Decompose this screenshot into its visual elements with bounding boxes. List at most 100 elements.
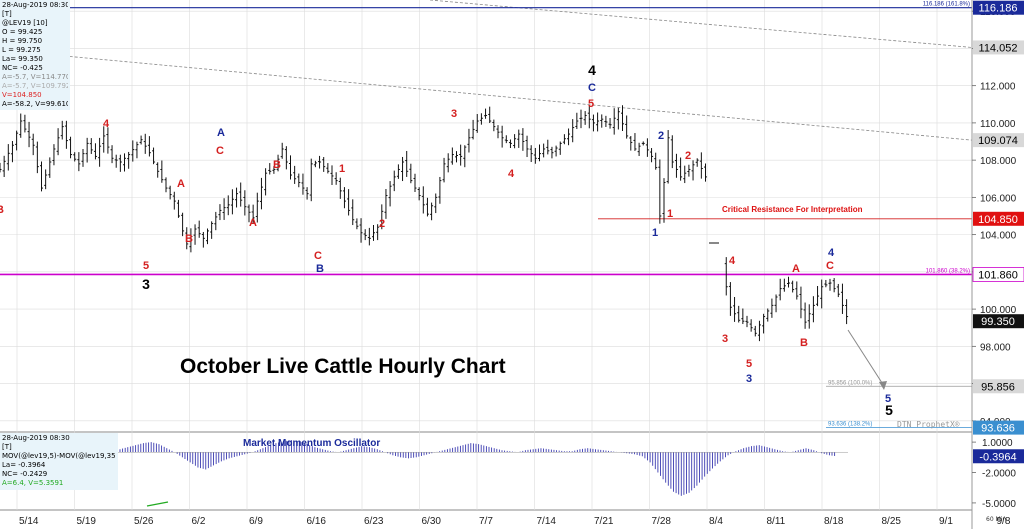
info-net-change: NC= -0.425 (2, 64, 43, 72)
ohlc-bar (293, 165, 297, 184)
ohlc-bar (807, 304, 811, 329)
wave-label: 2 (379, 218, 385, 230)
ohlc-bar (836, 283, 840, 298)
ohlc-bar (409, 163, 413, 184)
ohlc-bar (31, 133, 35, 156)
y-tick-label: 104.000 (980, 231, 1017, 242)
x-tick-label: 5/19 (77, 516, 97, 527)
price-box (973, 379, 1024, 394)
ohlc-bar (201, 231, 205, 248)
price-box-label: 93.636 (981, 423, 1015, 435)
ohlc-bar (591, 114, 595, 132)
ohlc-bar (471, 119, 475, 140)
ohlc-bar (811, 296, 815, 323)
ohlc-bar (106, 127, 110, 154)
ohlc-bar (496, 125, 500, 139)
ohlc-bar (152, 147, 156, 165)
osc-tick-label: -2.0000 (982, 469, 1016, 480)
ohlc-bar (268, 163, 272, 175)
x-tick-label: 7/28 (652, 516, 672, 527)
ohlc-bar (641, 141, 645, 146)
ohlc-bar (255, 192, 259, 223)
ohlc-bar (405, 150, 409, 177)
ohlc-bar (342, 187, 346, 209)
ohlc-bar (459, 144, 463, 166)
ohlc-bar (322, 157, 326, 172)
ohlc-bar (571, 119, 575, 143)
ohlc-bar (44, 169, 48, 190)
oscillator-title: Market Momentum Oscillator (243, 438, 381, 449)
ohlc-bar (567, 128, 571, 146)
ohlc-bar (840, 283, 844, 314)
ohlc-bar (168, 185, 172, 200)
price-box-label: 104.850 (978, 214, 1018, 226)
ohlc-bar (679, 157, 683, 181)
ohlc-bar (243, 190, 247, 216)
ohlc-bar (417, 187, 421, 201)
ohlc-bar (114, 154, 118, 168)
ohlc-bar (77, 152, 81, 172)
ohlc-bar (699, 152, 703, 179)
wave-label: 1 (667, 208, 673, 220)
ohlc-bar (542, 143, 546, 158)
ohlc-bar (650, 148, 654, 163)
ohlc-bar (60, 120, 64, 140)
ohlc-bar (318, 155, 322, 169)
ohlc-bar (799, 286, 803, 319)
ohlc-bar (181, 212, 185, 237)
ohlc-bar (683, 165, 687, 184)
wave-label: 5 (746, 358, 752, 370)
ohlc-bar (272, 166, 276, 174)
ohlc-bar (770, 298, 774, 318)
ohlc-bar (562, 134, 566, 145)
osc-last: La= -0.3964 (2, 461, 46, 469)
info-line2: A=-5.7, V=109.792 (2, 82, 68, 90)
ohlc-bar (264, 168, 268, 196)
ohlc-bar (127, 151, 131, 169)
ohlc-bar (550, 146, 554, 159)
ohlc-bar (2, 155, 6, 177)
ohlc-bar (757, 320, 761, 342)
ohlc-bar (795, 281, 799, 300)
ohlc-bar (475, 114, 479, 133)
info-open: O = 99.425 (2, 28, 43, 36)
ohlc-bar (621, 105, 624, 131)
ohlc-bar (741, 308, 745, 325)
ohlc-bar (479, 113, 483, 125)
x-tick-label: 8/11 (767, 516, 786, 527)
osc-extra: A=6.4, V=5.3591 (2, 479, 64, 487)
wave-label: A (177, 178, 185, 190)
ohlc-bar (247, 204, 251, 223)
ohlc-bar (110, 145, 114, 164)
ohlc-bar (816, 286, 820, 307)
ohlc-bar (189, 228, 193, 253)
price-box (972, 267, 1024, 282)
ohlc-bar (367, 227, 371, 246)
ohlc-bar (529, 145, 533, 163)
wave-label: A (217, 127, 225, 139)
wave-label: C (314, 250, 322, 262)
price-box-label: 116.186 (979, 3, 1018, 15)
ohlc-bar (575, 112, 579, 129)
ohlc-bar (546, 139, 550, 155)
ohlc-bar (56, 128, 60, 156)
ohlc-bar (81, 149, 85, 167)
wave-label: 1 (339, 163, 345, 175)
oscillator-info-box: 28-Aug-2019 08:30 [T] MOV(@lev19,5)-MOV(… (0, 433, 118, 490)
ohlc-bar (674, 153, 678, 178)
wave-label: 5 (885, 402, 893, 418)
ohlc-bar (23, 114, 27, 133)
wave-label: B (800, 337, 808, 349)
wave-label: B (316, 263, 324, 275)
ohlc-bar (338, 177, 342, 199)
ohlc-bar (19, 113, 23, 138)
x-tick-label: 9/1 (939, 516, 953, 527)
ohlc-bar (724, 257, 728, 296)
level-label: 116.186 (161.8%) (923, 2, 970, 8)
y-tick-label: 110.000 (980, 119, 1016, 130)
wave-label: C (216, 145, 224, 157)
ohlc-bar (774, 294, 778, 313)
level-label: 93.636 (138.2%) (828, 422, 872, 428)
ohlc-bar (596, 112, 600, 132)
price-box-label: 114.052 (979, 42, 1018, 54)
